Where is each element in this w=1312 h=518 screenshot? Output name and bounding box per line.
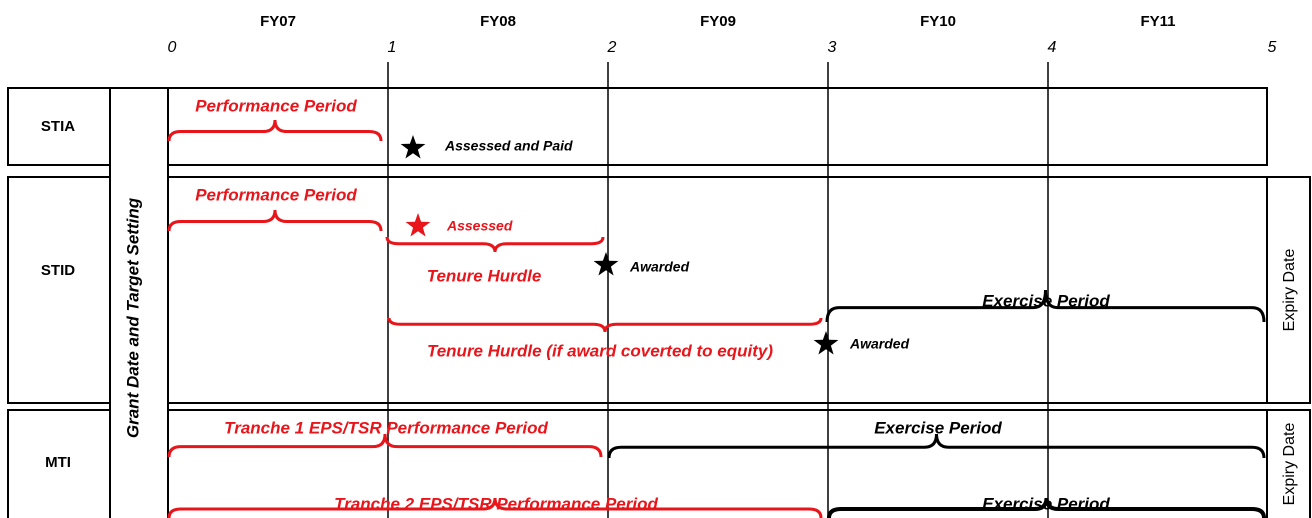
row-label: STID — [41, 262, 75, 279]
period-label: Performance Period — [195, 96, 357, 115]
tick-label: 1 — [388, 39, 397, 56]
event-label: Awarded — [629, 259, 690, 275]
event-label: Assessed and Paid — [444, 138, 573, 154]
stia-row — [7, 87, 1268, 166]
fiscal-year: FY09 — [700, 13, 736, 30]
expiry-label: Expiry Date — [1281, 249, 1298, 332]
period-label: Tenure Hurdle (if award coverted to equi… — [427, 341, 773, 360]
side-column — [109, 87, 169, 518]
fiscal-year: FY11 — [1140, 13, 1175, 30]
expiry-box — [1266, 176, 1311, 404]
star — [813, 331, 839, 355]
star — [405, 213, 431, 237]
period-label: Exercise Period — [874, 418, 1002, 437]
side-label: Grant Date and Target Setting — [123, 197, 142, 438]
tick-label: 4 — [1048, 39, 1057, 56]
row-label: STIA — [41, 118, 75, 135]
tick-label: 0 — [168, 39, 177, 56]
expiry-box — [1266, 409, 1311, 518]
star — [593, 252, 619, 276]
tick-label: 3 — [828, 39, 837, 56]
stid-row — [7, 176, 1268, 404]
brace — [825, 289, 1266, 323]
brace — [607, 433, 1266, 459]
period-label: Tenure Hurdle — [427, 266, 542, 285]
expiry-label: Expiry Date — [1281, 423, 1298, 506]
period-label: Tranche 1 EPS/TSR Performance Period — [224, 418, 548, 437]
fiscal-year: FY07 — [260, 13, 296, 30]
brace — [387, 317, 823, 333]
brace — [167, 119, 383, 142]
brace — [167, 433, 603, 458]
period-label: Performance Period — [195, 185, 357, 204]
row-label: MTI — [45, 454, 71, 471]
star — [400, 135, 426, 159]
brace — [385, 236, 605, 253]
tick-label: 2 — [607, 39, 617, 56]
fiscal-year: FY10 — [920, 13, 956, 30]
event-label: Assessed — [446, 218, 513, 234]
tick-label: 5 — [1268, 39, 1277, 56]
brace — [167, 209, 383, 232]
brace — [167, 497, 823, 518]
event-label: Awarded — [849, 336, 910, 352]
fiscal-year: FY08 — [480, 13, 516, 30]
brace — [827, 497, 1266, 518]
